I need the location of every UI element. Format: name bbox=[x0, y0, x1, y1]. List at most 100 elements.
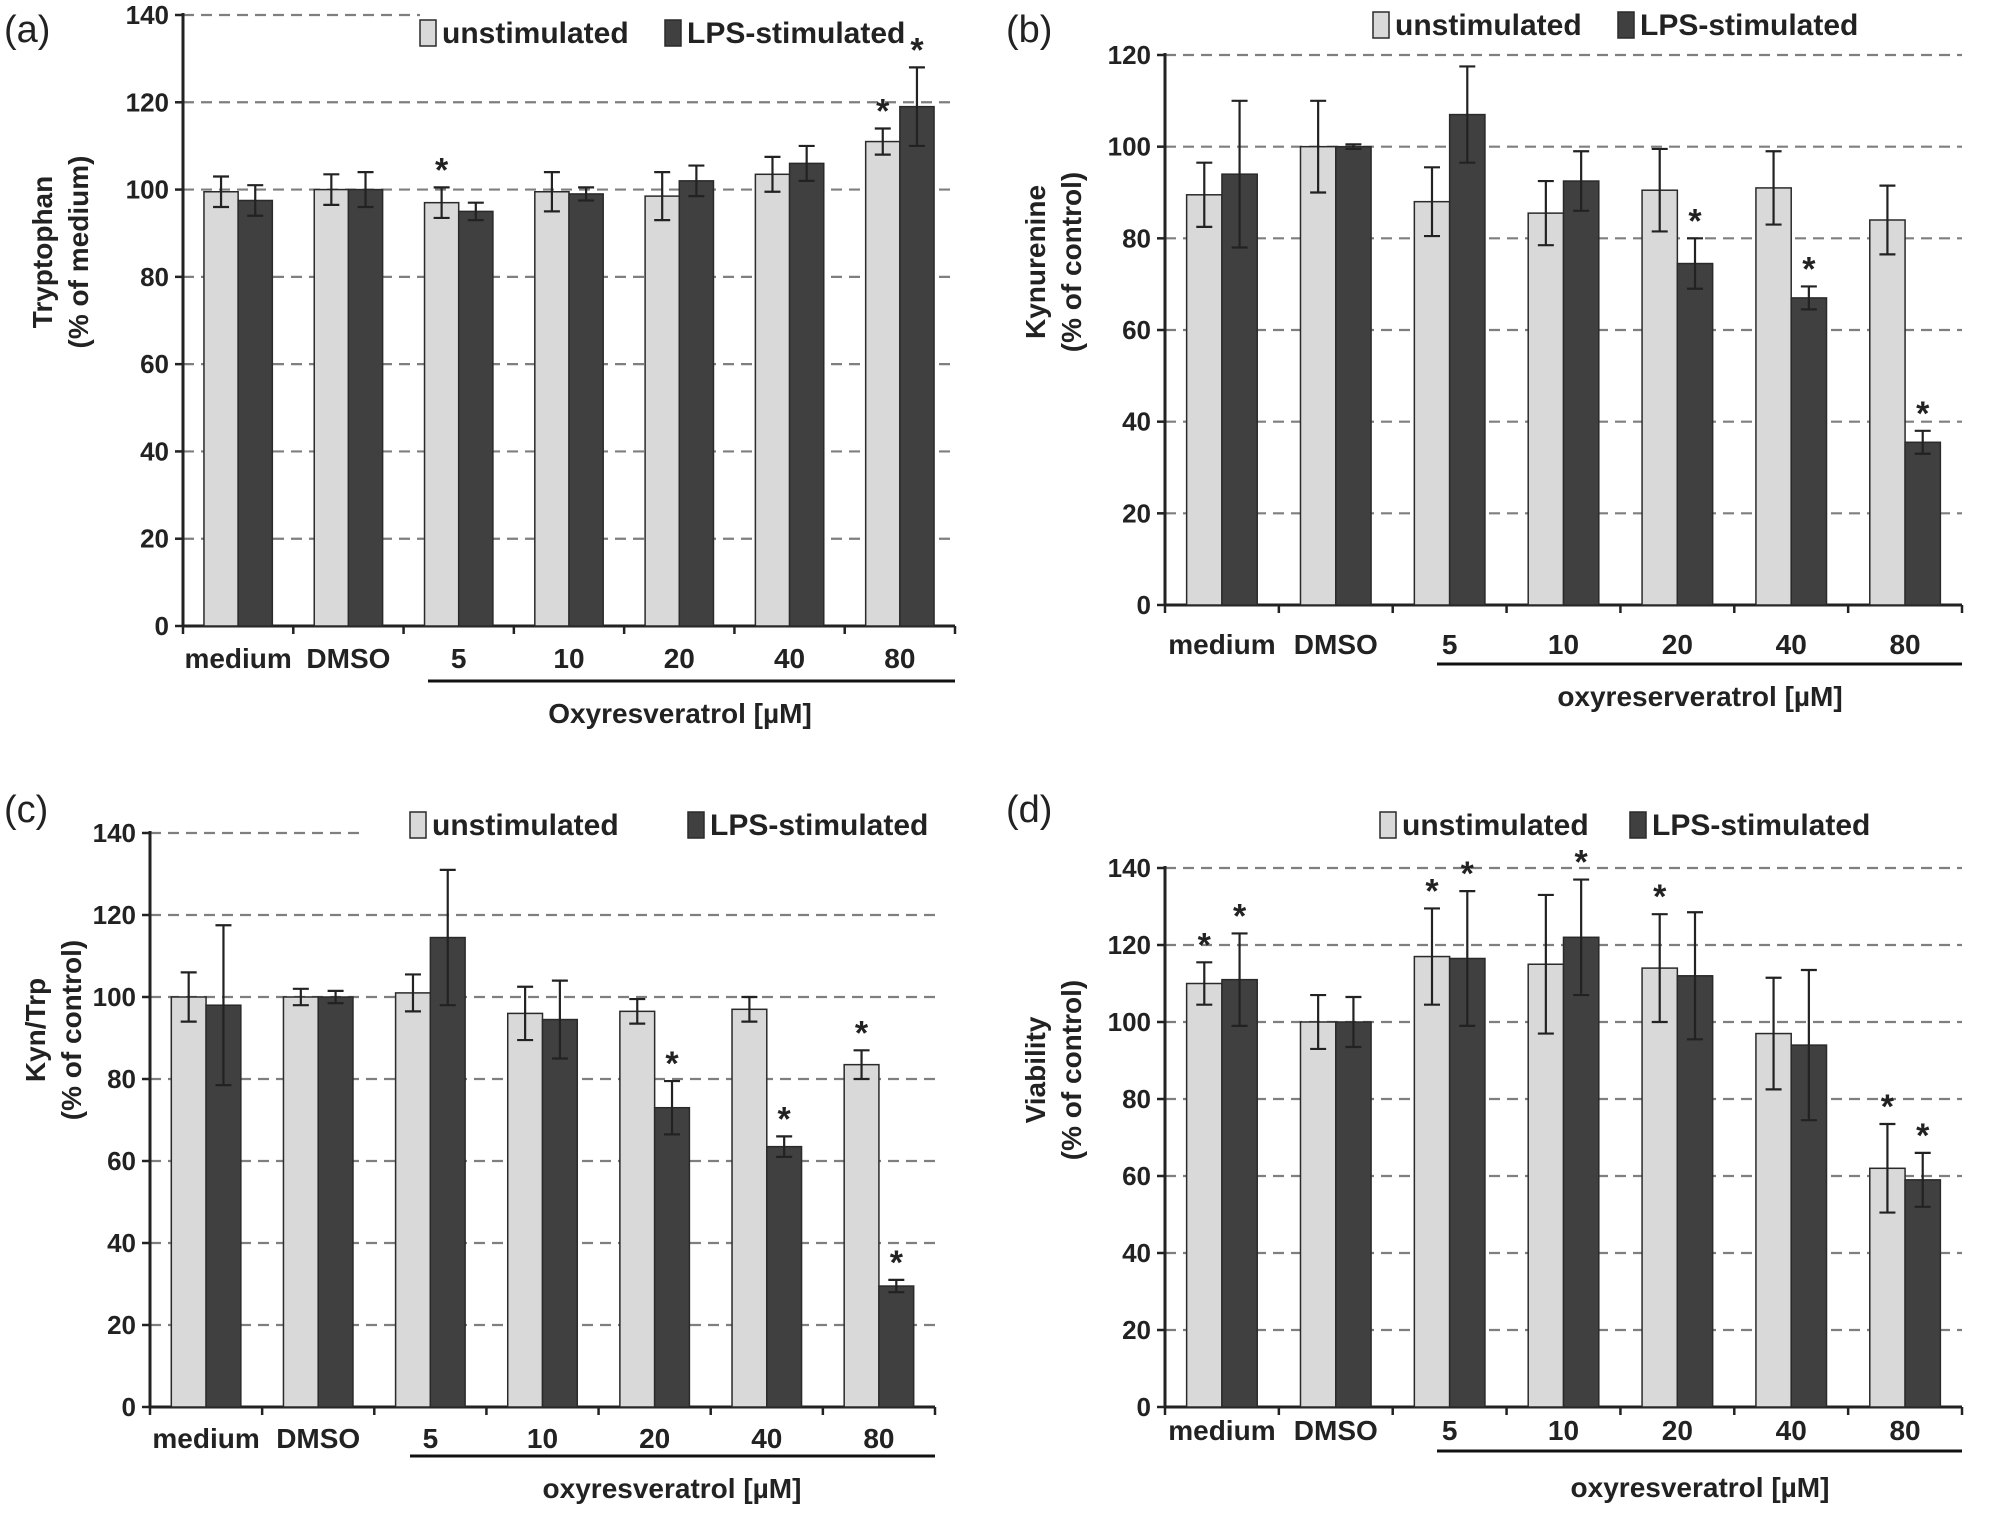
x-category-label: 10 bbox=[527, 1423, 558, 1454]
significance-star: * bbox=[876, 92, 890, 130]
y-tick-label: 120 bbox=[93, 900, 136, 930]
bar-lps-stimulated bbox=[899, 105, 935, 627]
x-category-label: 80 bbox=[884, 643, 915, 674]
bar-lps-stimulated bbox=[1335, 1021, 1372, 1408]
significance-star: * bbox=[1916, 1117, 1930, 1155]
bar-unstimulated bbox=[534, 191, 570, 627]
bar-lps-stimulated bbox=[878, 1285, 915, 1408]
y-axis-title-line2: (% of control) bbox=[1056, 980, 1087, 1160]
bar-lps-stimulated bbox=[1448, 957, 1486, 1408]
significance-star: * bbox=[1802, 250, 1816, 288]
x-axis-title: oxyresveratrol [µM] bbox=[1571, 1472, 1830, 1503]
bar-unstimulated bbox=[1413, 955, 1451, 1408]
x-category-label: 80 bbox=[1889, 629, 1920, 660]
bar-lps-stimulated bbox=[1676, 975, 1714, 1408]
y-tick-label: 60 bbox=[107, 1146, 136, 1176]
y-axis-title-line1: Tryptophan bbox=[27, 176, 58, 328]
significance-star: * bbox=[1461, 855, 1475, 893]
significance-star: * bbox=[890, 1244, 904, 1282]
x-category-label: 40 bbox=[751, 1423, 782, 1454]
y-axis-title-line2: (% of control) bbox=[1056, 172, 1087, 352]
bar-unstimulated bbox=[282, 996, 319, 1408]
significance-star: * bbox=[1425, 872, 1439, 910]
legend-label-unstimulated: unstimulated bbox=[432, 809, 619, 842]
bar-lps-stimulated bbox=[457, 210, 494, 627]
y-tick-label: 20 bbox=[107, 1310, 136, 1340]
y-tick-label: 100 bbox=[93, 982, 136, 1012]
y-axis-title-line1: Kyn/Trp bbox=[20, 978, 51, 1082]
bar-lps-stimulated bbox=[429, 936, 466, 1408]
bar-unstimulated bbox=[864, 140, 901, 627]
panel-d: (d) 0 20 40 60 80 100 120 140 medium DMSO 5 10 20 40 8… bbox=[1006, 789, 1964, 1503]
x-category-label: 80 bbox=[863, 1423, 894, 1454]
bar-unstimulated bbox=[423, 201, 460, 627]
bar-unstimulated bbox=[619, 1010, 656, 1408]
legend: unstimulated LPS-stimulated bbox=[1379, 809, 1870, 842]
x-category-label: 10 bbox=[553, 643, 584, 674]
y-tick-label: 120 bbox=[1108, 40, 1151, 70]
legend-swatch-unstimulated bbox=[1372, 11, 1390, 39]
x-category-label: 5 bbox=[1442, 1415, 1458, 1446]
bar-unstimulated bbox=[754, 173, 791, 627]
bar-lps-stimulated bbox=[653, 1106, 691, 1408]
legend-swatch-unstimulated bbox=[1379, 811, 1397, 839]
x-category-label: medium bbox=[1168, 629, 1275, 660]
y-axis-title-line2: (% of medium) bbox=[63, 156, 94, 349]
significance-star: * bbox=[1688, 202, 1702, 240]
y-tick-label: 40 bbox=[107, 1228, 136, 1258]
x-category-label: 5 bbox=[1442, 629, 1458, 660]
x-category-label: 20 bbox=[1662, 1415, 1693, 1446]
legend: unstimulated LPS-stimulated bbox=[409, 809, 928, 842]
y-tick-label: 120 bbox=[126, 87, 169, 117]
legend-label-lps: LPS-stimulated bbox=[1640, 9, 1858, 42]
bar-unstimulated bbox=[1641, 189, 1679, 606]
bar-lps-stimulated bbox=[1448, 113, 1486, 606]
legend-label-lps: LPS-stimulated bbox=[710, 809, 928, 842]
significance-star: * bbox=[665, 1045, 679, 1083]
bar-unstimulated bbox=[1527, 212, 1565, 606]
bar-unstimulated bbox=[1755, 187, 1792, 606]
bar-lps-stimulated bbox=[788, 162, 825, 627]
bar-lps-stimulated bbox=[1562, 936, 1600, 1408]
y-tick-label: 80 bbox=[140, 262, 169, 292]
chart-area: 0 20 40 60 80 100 120 140 medium DMSO 5 10 20 40 80 * * *… bbox=[93, 818, 937, 1454]
y-axis-title-line1: Viability bbox=[1020, 1016, 1051, 1123]
y-tick-label: 40 bbox=[1122, 1238, 1151, 1268]
bar-unstimulated bbox=[843, 1063, 880, 1408]
chart-area: 0 20 40 60 80 100 120 140 medium DMSO 5 10 20 40 80 * * * bbox=[126, 0, 957, 674]
x-category-label: 20 bbox=[1662, 629, 1693, 660]
bar-lps-stimulated bbox=[766, 1145, 803, 1408]
bar-lps-stimulated bbox=[541, 1018, 579, 1408]
y-tick-label: 20 bbox=[1122, 1315, 1151, 1345]
legend-label-lps: LPS-stimulated bbox=[687, 17, 905, 50]
bar-lps-stimulated bbox=[1562, 180, 1600, 606]
x-axis-title: oxyreserveratrol [µM] bbox=[1557, 681, 1842, 712]
x-category-label: DMSO bbox=[306, 643, 390, 674]
y-tick-label: 0 bbox=[1137, 590, 1151, 620]
significance-star: * bbox=[778, 1100, 792, 1138]
y-tick-label: 0 bbox=[1137, 1392, 1151, 1422]
bar-unstimulated bbox=[203, 191, 239, 627]
significance-star: * bbox=[1233, 897, 1247, 935]
legend-label-unstimulated: unstimulated bbox=[442, 17, 629, 50]
y-tick-label: 60 bbox=[1122, 315, 1151, 345]
panel-label: (c) bbox=[4, 789, 48, 831]
bar-unstimulated bbox=[1299, 1021, 1337, 1408]
y-tick-label: 100 bbox=[1108, 1007, 1151, 1037]
significance-star: * bbox=[1653, 878, 1667, 916]
significance-star: * bbox=[1575, 844, 1589, 882]
chart-area: 0 20 40 60 80 100 120 140 medium DMSO 5 10 20 40 80 * * *… bbox=[1108, 844, 1964, 1446]
chart-area: 0 20 40 60 80 100 120 medium DMSO 5 10 20 40 80 * * * bbox=[1108, 40, 1964, 660]
y-axis-title-line2: (% of control) bbox=[56, 940, 87, 1120]
legend: unstimulated LPS-stimulated bbox=[419, 17, 905, 50]
y-tick-label: 140 bbox=[1108, 853, 1151, 883]
x-category-label: 40 bbox=[1776, 1415, 1807, 1446]
bar-lps-stimulated bbox=[237, 199, 274, 627]
x-category-label: 10 bbox=[1548, 1415, 1579, 1446]
panel-label: (b) bbox=[1006, 9, 1052, 51]
y-tick-label: 40 bbox=[140, 436, 169, 466]
y-tick-label: 140 bbox=[93, 818, 136, 848]
y-tick-label: 60 bbox=[1122, 1161, 1151, 1191]
significance-star: * bbox=[1881, 1088, 1895, 1126]
